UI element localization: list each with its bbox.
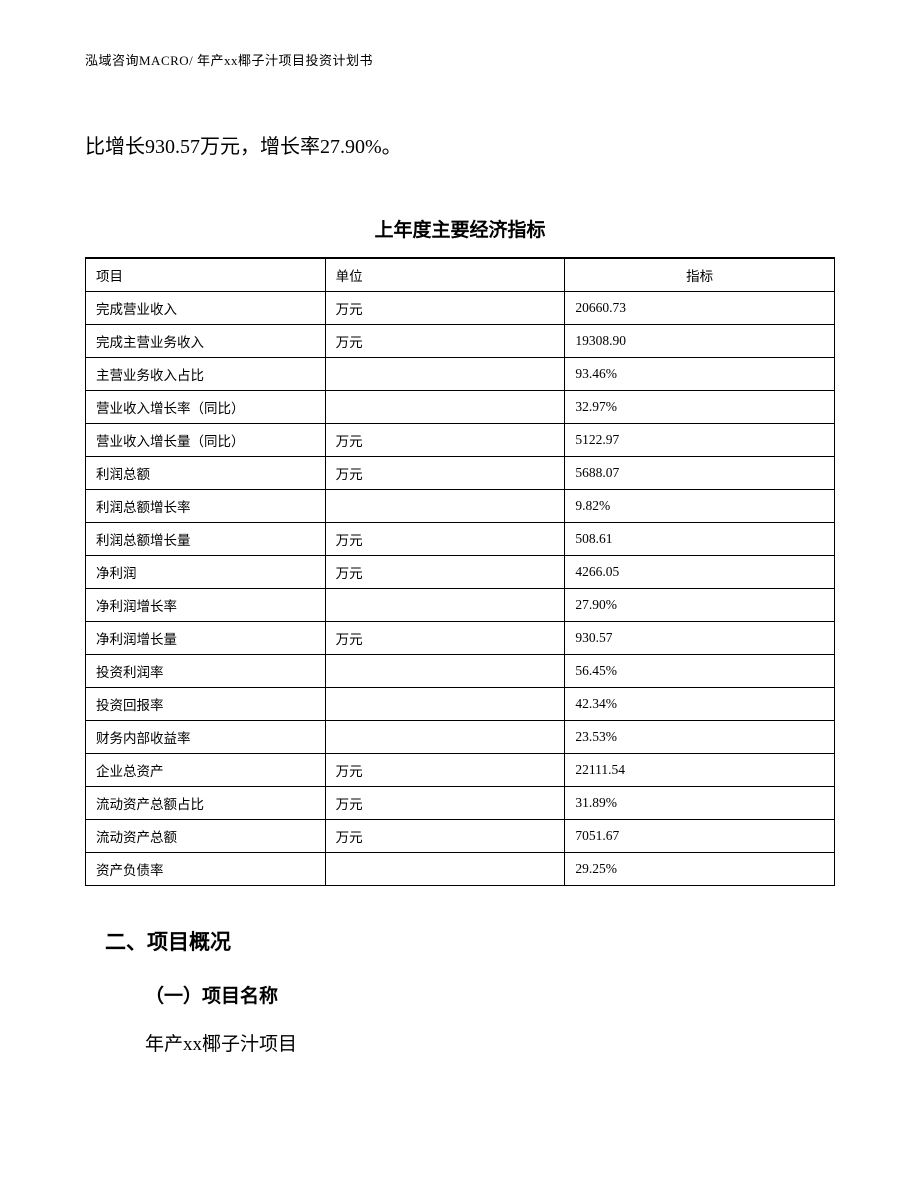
table-row: 净利润增长量万元930.57 [86,622,835,655]
cell-item-name: 完成主营业务收入 [86,325,326,358]
table-row: 企业总资产万元22111.54 [86,754,835,787]
cell-unit: 万元 [325,754,565,787]
cell-value: 31.89% [565,787,835,820]
cell-value: 27.90% [565,589,835,622]
section-heading: 二、项目概况 [85,926,835,956]
table-row: 利润总额增长率 9.82% [86,490,835,523]
cell-unit [325,589,565,622]
cell-item-name: 营业收入增长量（同比） [86,424,326,457]
cell-unit: 万元 [325,787,565,820]
table-row: 净利润增长率 27.90% [86,589,835,622]
table-row: 利润总额万元5688.07 [86,457,835,490]
cell-item-name: 企业总资产 [86,754,326,787]
cell-item-name: 净利润增长率 [86,589,326,622]
cell-item-name: 完成营业收入 [86,292,326,325]
cell-unit: 万元 [325,325,565,358]
cell-value: 29.25% [565,853,835,886]
table-row: 主营业务收入占比 93.46% [86,358,835,391]
cell-unit: 万元 [325,424,565,457]
table-row: 财务内部收益率 23.53% [86,721,835,754]
cell-unit: 万元 [325,556,565,589]
cell-item-name: 营业收入增长率（同比） [86,391,326,424]
table-row: 流动资产总额占比万元31.89% [86,787,835,820]
cell-item-name: 净利润增长量 [86,622,326,655]
table-row: 营业收入增长量（同比）万元5122.97 [86,424,835,457]
table-row: 营业收入增长率（同比） 32.97% [86,391,835,424]
table-row: 投资利润率 56.45% [86,655,835,688]
cell-unit [325,721,565,754]
intro-paragraph: 比增长930.57万元，增长率27.90%。 [85,129,835,165]
cell-value: 32.97% [565,391,835,424]
cell-unit [325,853,565,886]
cell-unit: 万元 [325,523,565,556]
cell-unit [325,688,565,721]
table-title: 上年度主要经济指标 [85,215,835,242]
cell-value: 5122.97 [565,424,835,457]
table-row: 投资回报率 42.34% [86,688,835,721]
cell-item-name: 流动资产总额 [86,820,326,853]
cell-unit: 万元 [325,820,565,853]
cell-value: 56.45% [565,655,835,688]
cell-value: 23.53% [565,721,835,754]
col-header-value: 指标 [565,258,835,292]
cell-unit: 万元 [325,457,565,490]
table-row: 完成主营业务收入万元19308.90 [86,325,835,358]
cell-item-name: 净利润 [86,556,326,589]
cell-value: 508.61 [565,523,835,556]
cell-value: 930.57 [565,622,835,655]
table-body: 完成营业收入万元20660.73完成主营业务收入万元19308.90主营业务收入… [86,292,835,886]
cell-unit: 万元 [325,292,565,325]
cell-value: 20660.73 [565,292,835,325]
body-text: 年产xx椰子汁项目 [85,1028,835,1062]
cell-item-name: 利润总额增长量 [86,523,326,556]
table-header-row: 项目 单位 指标 [86,258,835,292]
table-row: 完成营业收入万元20660.73 [86,292,835,325]
cell-value: 42.34% [565,688,835,721]
col-header-unit: 单位 [325,258,565,292]
page-header: 泓域咨询MACRO/ 年产xx椰子汁项目投资计划书 [85,50,835,69]
cell-value: 93.46% [565,358,835,391]
cell-item-name: 投资利润率 [86,655,326,688]
cell-value: 7051.67 [565,820,835,853]
col-header-item: 项目 [86,258,326,292]
cell-item-name: 利润总额增长率 [86,490,326,523]
cell-unit: 万元 [325,622,565,655]
table-row: 利润总额增长量万元508.61 [86,523,835,556]
cell-unit [325,490,565,523]
cell-value: 5688.07 [565,457,835,490]
cell-value: 22111.54 [565,754,835,787]
cell-unit [325,655,565,688]
cell-item-name: 利润总额 [86,457,326,490]
table-row: 净利润万元4266.05 [86,556,835,589]
table-row: 资产负债率 29.25% [86,853,835,886]
cell-value: 4266.05 [565,556,835,589]
cell-item-name: 流动资产总额占比 [86,787,326,820]
cell-value: 19308.90 [565,325,835,358]
cell-unit [325,391,565,424]
cell-item-name: 投资回报率 [86,688,326,721]
economic-indicators-table: 项目 单位 指标 完成营业收入万元20660.73完成主营业务收入万元19308… [85,257,835,886]
table-row: 流动资产总额万元7051.67 [86,820,835,853]
cell-item-name: 主营业务收入占比 [86,358,326,391]
sub-heading: （一）项目名称 [85,981,835,1008]
cell-value: 9.82% [565,490,835,523]
cell-item-name: 资产负债率 [86,853,326,886]
cell-unit [325,358,565,391]
cell-item-name: 财务内部收益率 [86,721,326,754]
